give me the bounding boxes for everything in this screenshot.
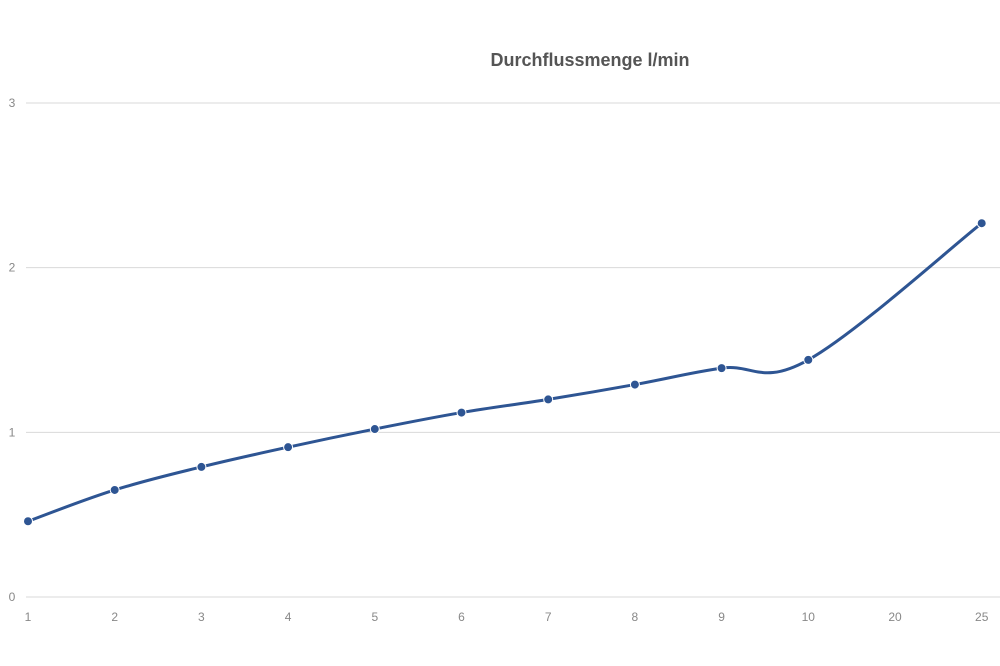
data-point [629,379,640,390]
x-tick-label: 2 [111,610,118,624]
x-tick-label: 9 [718,610,725,624]
data-point [543,394,554,405]
gridlines [26,102,1000,598]
data-point [803,354,814,365]
data-point [456,407,467,418]
data-points [23,218,987,527]
x-tick-label: 1 [25,610,32,624]
series-line [27,222,983,523]
data-point [23,516,33,527]
x-tick-label: 3 [198,610,205,624]
data-point [283,442,294,453]
data-point [976,218,987,229]
y-tick-label: 2 [9,261,16,275]
x-tick-label: 10 [802,610,816,624]
x-tick-label: 4 [285,610,292,624]
x-tick-label: 25 [975,610,989,624]
y-tick-label: 1 [9,425,16,439]
chart-title: Durchflussmenge l/min [490,50,689,70]
data-point [109,484,120,495]
y-tick-label: 0 [9,590,16,604]
y-tick-label: 3 [9,96,16,110]
y-axis-ticks: 0 1 2 3 [9,96,16,604]
data-point [196,461,207,472]
x-axis-ticks: 1 2 3 4 5 6 7 8 9 10 20 25 [25,610,989,624]
data-point [716,363,727,374]
x-tick-label: 5 [371,610,378,624]
x-tick-label: 6 [458,610,465,624]
x-tick-label: 8 [632,610,639,624]
data-point [369,424,380,435]
x-tick-label: 7 [545,610,552,624]
x-tick-label: 20 [888,610,902,624]
